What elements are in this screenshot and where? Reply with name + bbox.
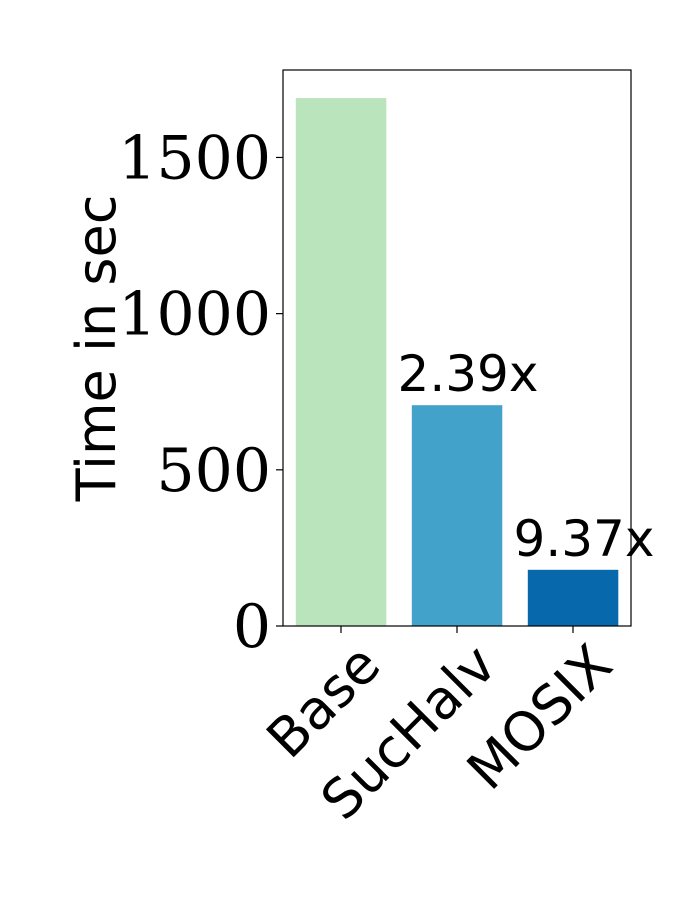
y-axis: 0 500 1000 1500: [118, 123, 283, 662]
bar-mosix: [527, 569, 619, 626]
bar-base: [295, 98, 387, 627]
bar-label-mosix: 9.37x: [514, 510, 655, 568]
y-tick-label: 1500: [118, 123, 271, 193]
bar-suchalv: [411, 405, 503, 626]
y-tick-label: 500: [156, 436, 271, 506]
y-axis-label: Time in sec: [65, 195, 128, 503]
bar-annotations: 2.39x 9.37x: [398, 345, 655, 568]
bars-layer: [295, 98, 619, 627]
y-tick-label: 0: [233, 592, 271, 662]
y-tick-label: 1000: [118, 280, 271, 350]
bar-label-suchalv: 2.39x: [398, 345, 539, 403]
